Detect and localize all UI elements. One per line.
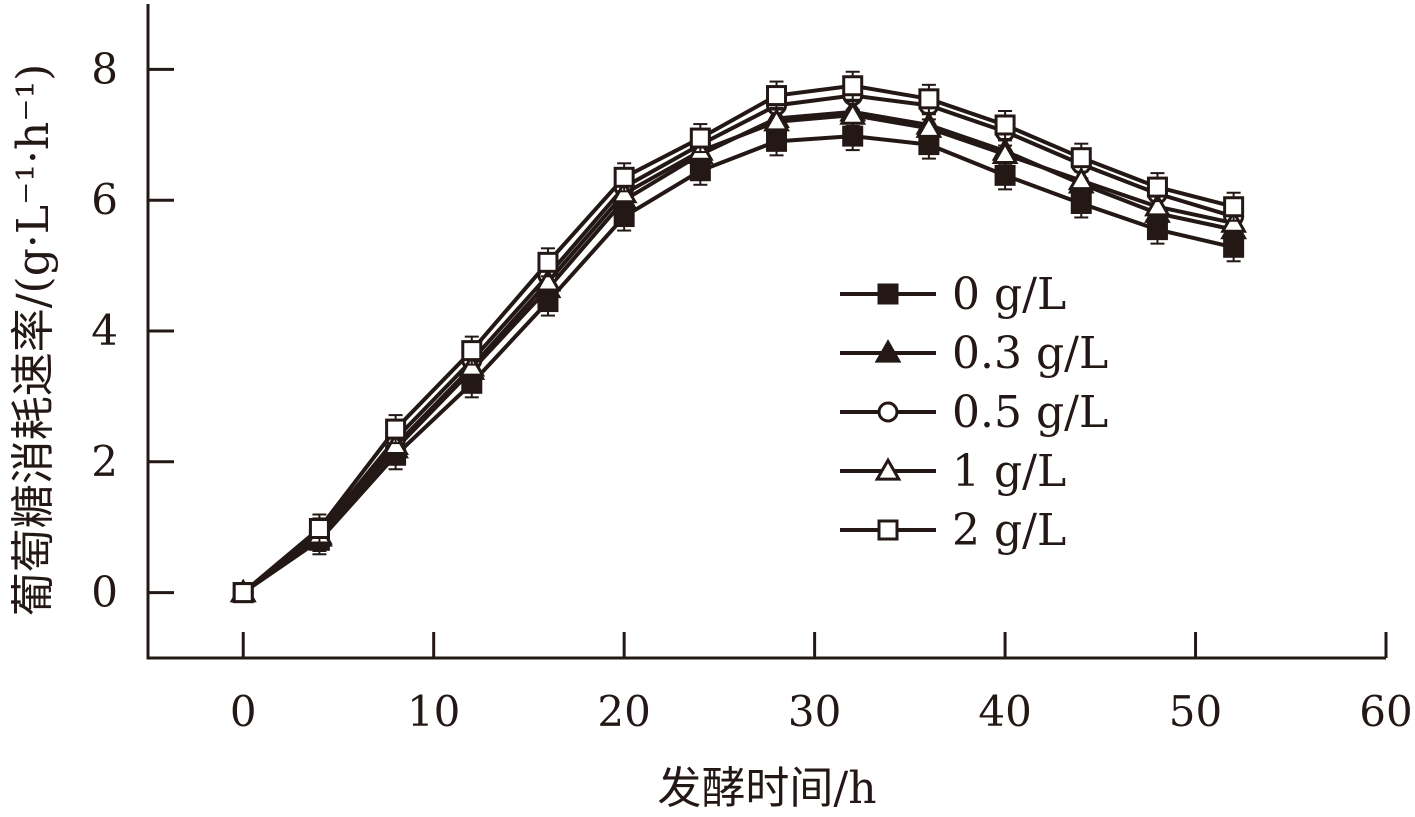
- data-point: [461, 340, 483, 362]
- axis-frame: [146, 4, 1386, 660]
- legend-item: 2 g/L: [840, 505, 1066, 556]
- series-line: [242, 113, 1235, 595]
- data-point: [763, 107, 790, 132]
- data-point: [766, 85, 788, 107]
- data-point: [1144, 192, 1171, 217]
- data-point: [689, 127, 711, 149]
- x-tick-label: 0: [230, 687, 257, 736]
- data-point: [839, 101, 867, 125]
- data-point: [991, 140, 1019, 165]
- series-line: [241, 83, 1235, 595]
- legend-label: 0 g/L: [952, 269, 1066, 320]
- y-tick-label: 8: [91, 44, 118, 93]
- data-point: [385, 418, 407, 440]
- data-point: [842, 75, 864, 97]
- legend-label: 2 g/L: [952, 505, 1066, 556]
- legend-item: 0.3 g/L: [840, 328, 1108, 379]
- data-point: [308, 518, 330, 540]
- legend-marker: [877, 401, 899, 423]
- data-point: [1067, 166, 1095, 191]
- legend-marker: [874, 339, 902, 363]
- x-ticks: 0 10 20 30 40 50 60: [230, 632, 1413, 736]
- data-point: [915, 114, 943, 138]
- legend-item: 0 g/L: [840, 269, 1066, 320]
- x-tick-label: 30: [788, 687, 841, 736]
- x-axis-title: 发酵时间/h: [657, 763, 876, 814]
- legend-label: 0.3 g/L: [952, 328, 1108, 379]
- data-point: [534, 268, 562, 292]
- series-layer: [229, 70, 1248, 604]
- y-axis-title: 葡萄糖消耗速率/(g·L⁻¹·h⁻¹): [8, 64, 59, 617]
- series-4: [232, 70, 1245, 604]
- y-tick-label: 0: [91, 568, 118, 617]
- y-tick-label: 6: [91, 175, 118, 224]
- x-tick-label: 50: [1169, 687, 1222, 736]
- series-line: [241, 93, 1235, 595]
- series-line: [242, 134, 1235, 595]
- legend-label: 1 g/L: [952, 446, 1066, 497]
- data-point: [1223, 196, 1245, 218]
- y-tick-label: 2: [91, 437, 118, 486]
- legend-marker: [874, 457, 902, 481]
- x-tick-label: 10: [407, 687, 460, 736]
- data-point: [994, 114, 1016, 136]
- data-point: [537, 251, 559, 273]
- x-tick-label: 60: [1359, 687, 1412, 736]
- x-tick-label: 40: [978, 687, 1031, 736]
- data-point: [1070, 147, 1092, 169]
- legend-marker: [877, 283, 899, 305]
- legend-item: 1 g/L: [840, 446, 1066, 497]
- x-tick-label: 20: [597, 687, 650, 736]
- data-point: [1146, 176, 1168, 198]
- y-tick-label: 4: [91, 306, 118, 355]
- axes: [146, 4, 1386, 660]
- legend-label: 0.5 g/L: [952, 387, 1108, 438]
- legend-item: 0.5 g/L: [840, 387, 1108, 438]
- data-point: [613, 166, 635, 188]
- legend: 0 g/L 0.3 g/L 0.5 g/L 1 g/L 2 g/L: [840, 269, 1108, 556]
- data-point: [232, 582, 254, 604]
- y-ticks: 0 2 4 6 8: [91, 44, 174, 617]
- legend-marker: [877, 519, 899, 541]
- data-point: [918, 88, 940, 110]
